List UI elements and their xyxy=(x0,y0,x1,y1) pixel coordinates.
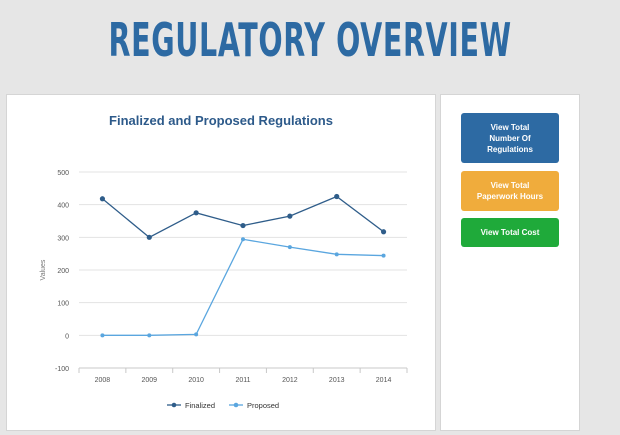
data-point-finalized xyxy=(240,222,246,229)
series-line-proposed xyxy=(102,238,384,336)
y-axis-label: Values xyxy=(40,259,47,280)
data-point-finalized xyxy=(334,193,340,200)
y-tick-label: 100 xyxy=(57,301,69,308)
x-tick-label: 2010 xyxy=(188,377,204,384)
data-point-proposed xyxy=(287,245,292,250)
x-tick-label: 2011 xyxy=(235,377,250,384)
y-tick-label: 500 xyxy=(57,170,69,177)
y-tick-label: 300 xyxy=(57,235,69,242)
page-title: REGULATORY OVERVIEW xyxy=(108,13,512,67)
data-point-proposed xyxy=(147,333,152,338)
y-tick-label: 200 xyxy=(57,268,69,275)
page-banner: REGULATORY OVERVIEW xyxy=(0,0,620,80)
view-total-regulations-button[interactable]: View Total Number Of Regulations xyxy=(461,113,559,163)
view-total-cost-button[interactable]: View Total Cost xyxy=(461,218,559,247)
data-point-proposed xyxy=(194,332,199,337)
regulations-chart: Finalized and Proposed Regulations -100 0 1… xyxy=(40,113,408,410)
data-point-proposed xyxy=(381,253,386,258)
view-paperwork-hours-button[interactable]: View Total Paperwork Hours xyxy=(461,171,559,211)
data-point-finalized xyxy=(193,210,199,216)
actions-panel: View Total Number Of Regulations View To… xyxy=(440,94,580,431)
y-tick-label: 400 xyxy=(57,203,69,210)
data-point-proposed xyxy=(100,333,105,338)
series-line-finalized xyxy=(102,195,384,239)
data-point-finalized xyxy=(287,213,293,219)
x-tick-label: 2008 xyxy=(95,377,111,384)
data-point-finalized xyxy=(99,196,106,202)
data-point-finalized xyxy=(146,234,152,240)
chart-title: Finalized and Proposed Regulations xyxy=(109,113,333,128)
y-tick-label: 0 xyxy=(65,333,69,340)
legend-swatch-marker xyxy=(233,402,239,408)
legend-swatch-marker xyxy=(171,402,177,408)
data-point-proposed xyxy=(334,252,339,257)
chart-panel: Finalized and Proposed Regulations -100 0 1… xyxy=(6,94,436,431)
legend-label: Proposed xyxy=(247,401,279,410)
data-point-finalized xyxy=(380,229,387,235)
x-tick-label: 2013 xyxy=(329,377,345,384)
data-point-proposed xyxy=(241,237,245,242)
x-tick-label: 2014 xyxy=(376,377,392,384)
y-tick-label: -100 xyxy=(55,366,69,373)
x-tick-label: 2012 xyxy=(282,377,298,384)
x-tick-label: 2009 xyxy=(141,377,157,384)
legend-label: Finalized xyxy=(185,401,215,410)
